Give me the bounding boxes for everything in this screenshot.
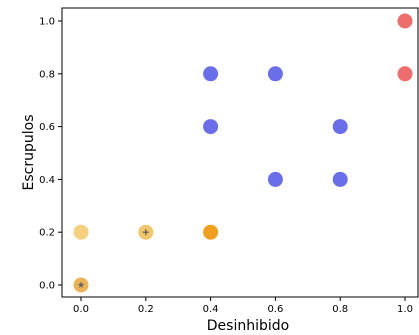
x-tick-label: 0.6 [267,304,283,315]
data-point [203,66,218,81]
y-tick-label: 0.0 [39,281,55,292]
data-point [333,119,348,134]
x-tick-label: 1.0 [397,304,413,315]
data-point [398,66,413,81]
data-point [203,119,218,134]
data-point [268,66,283,81]
x-tick-label: 0.2 [138,304,154,315]
data-point [398,14,413,29]
y-tick-label: 0.8 [39,69,55,80]
data-points [74,14,413,293]
x-tick-label: 0.8 [332,304,348,315]
data-point [268,172,283,187]
data-point [203,225,218,240]
y-tick-label: 1.0 [39,17,55,28]
x-axis-label: Desinhibido [207,318,289,334]
x-tick-label: 0.0 [73,304,89,315]
data-point [74,225,89,240]
y-tick-label: 0.2 [39,228,55,239]
axis-ticks: 0.0 0.2 0.4 0.6 0.8 1.0 0.0 0.2 0.4 0.6 0.8 1.0 [39,17,413,316]
y-tick-label: 0.6 [39,122,55,133]
y-axis-label: Escrupulos [21,115,37,191]
x-tick-label: 0.4 [203,304,219,315]
y-tick-label: 0.4 [39,175,55,186]
data-point [333,172,348,187]
plot-frame [62,8,418,297]
